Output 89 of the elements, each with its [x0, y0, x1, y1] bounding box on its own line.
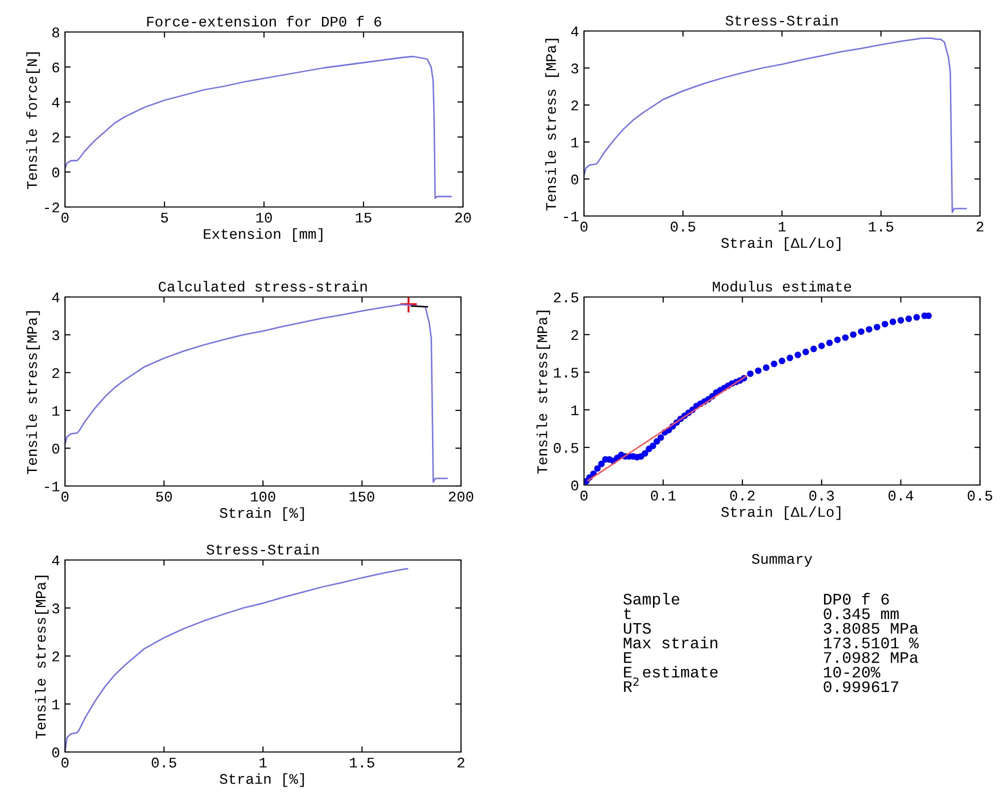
x-tick-label: 0.5 — [152, 758, 176, 768]
text: E estimate — [624, 666, 718, 678]
y-tick-label: 3 — [52, 330, 60, 340]
chart-title: Modulus estimate — [712, 280, 852, 292]
text: 173.5101 % — [824, 638, 919, 648]
x-axis-title: Strain [ΔL/Lo] — [721, 506, 840, 520]
y-tick-label: 1 — [571, 405, 578, 416]
y-tick-label: 1 — [52, 406, 60, 416]
y-tick-label: 2 — [52, 132, 60, 142]
chart-title: Stress-Strain — [726, 14, 838, 26]
y-tick-label: 0 — [52, 748, 60, 758]
text: 0.999617 — [824, 681, 898, 692]
x-axis-title: Extension [mm] — [204, 228, 322, 242]
x-tick-label: 1.5 — [350, 758, 374, 768]
text: 0.345 mm — [824, 608, 899, 620]
y-tick-label: 1 — [52, 700, 60, 710]
x-tick-label: 1 — [778, 222, 786, 232]
x-tick-label: 10 — [256, 212, 272, 223]
x-tick-label: 0.5 — [968, 490, 992, 501]
x-tick-label: 0.1 — [650, 490, 676, 501]
y-tick-label: 2.5 — [554, 292, 578, 302]
text: 10-20% — [824, 666, 880, 678]
y-tick-label: 1 — [571, 138, 578, 148]
chart-title: Force-extension for DP0 f 6 — [147, 16, 382, 27]
y-tick-label: 1.5 — [554, 368, 578, 378]
x-tick-label: 1 — [260, 758, 267, 768]
y-tick-label: 0 — [571, 174, 578, 184]
y-axis-title: Tensile stress[MPa] — [536, 310, 550, 474]
text: DP0 f 6 — [824, 592, 889, 605]
x-tick-label: 150 — [350, 492, 374, 502]
y-axis-title: Tensile stress [MPa] — [545, 38, 559, 210]
x-axis-title: Strain [%] — [220, 507, 304, 521]
x-tick-label: 0.2 — [730, 490, 754, 501]
y-axis-title: Tensile force[N] — [26, 52, 40, 189]
x-tick-label: 200 — [448, 492, 474, 502]
x-tick-label: 2 — [976, 222, 984, 232]
x-axis-title: Strain [ΔL/Lo] — [721, 237, 840, 251]
x-tick-label: 5 — [161, 212, 168, 223]
y-tick-label: 3 — [571, 64, 578, 74]
x-tick-label: 0.4 — [888, 490, 914, 501]
x-tick-label: 0 — [580, 222, 588, 232]
y-tick-label: -1 — [564, 212, 578, 222]
y-tick-label: 4 — [52, 98, 60, 108]
y-tick-label: 3 — [52, 604, 60, 614]
y-tick-label: 4 — [571, 26, 578, 36]
x-tick-label: 0 — [62, 492, 68, 502]
x-tick-label: 0 — [580, 490, 588, 501]
text: Sample — [623, 592, 680, 608]
chart-title: Calculated stress-strain — [158, 280, 367, 292]
y-tick-label: 2 — [52, 652, 60, 662]
x-tick-label: 20 — [455, 212, 471, 223]
x-tick-label: 0 — [62, 758, 68, 768]
text: Summary — [752, 554, 812, 567]
x-tick-label: 0 — [62, 212, 68, 223]
x-axis-title: Strain [%] — [220, 773, 304, 787]
text: R$^{2}$ — [624, 677, 639, 692]
line-series — [65, 304, 448, 483]
line-series — [584, 37, 967, 213]
y-tick-label: 0 — [52, 168, 60, 178]
x-tick-label: 1.5 — [868, 222, 894, 232]
y-tick-label: 4 — [52, 292, 60, 302]
x-tick-label: 50 — [156, 492, 172, 502]
x-tick-label: 15 — [356, 212, 372, 223]
y-tick-label: 2 — [52, 368, 60, 378]
y-axis-title: Tensile stress[MPa] — [35, 576, 49, 739]
text: 7.0982 MPa — [824, 652, 918, 663]
text: t — [624, 608, 631, 620]
text: E — [624, 652, 632, 663]
y-tick-label: -2 — [45, 202, 60, 212]
line-series — [65, 56, 452, 199]
text: UTS — [624, 622, 651, 634]
y-axis-title: Tensile stress[MPa] — [26, 311, 40, 474]
y-tick-label: 0 — [571, 480, 578, 490]
chart-title: Stress-Strain — [206, 544, 319, 555]
y-tick-label: 0.5 — [554, 442, 578, 453]
y-tick-label: 2 — [571, 330, 578, 340]
x-tick-label: 0.5 — [670, 222, 696, 232]
line-series — [65, 568, 408, 752]
x-tick-label: 2 — [458, 758, 464, 768]
y-tick-label: -1 — [45, 482, 60, 492]
y-tick-label: 6 — [52, 62, 60, 72]
x-tick-label: 0.3 — [809, 490, 834, 501]
text: Max strain — [624, 636, 718, 648]
x-tick-label: 100 — [250, 492, 276, 502]
y-tick-label: 4 — [52, 556, 60, 566]
y-tick-label: 8 — [52, 28, 60, 38]
text: 3.8085 MPa — [824, 622, 918, 634]
y-tick-label: 2 — [571, 100, 578, 110]
y-tick-label: 0 — [52, 444, 60, 454]
